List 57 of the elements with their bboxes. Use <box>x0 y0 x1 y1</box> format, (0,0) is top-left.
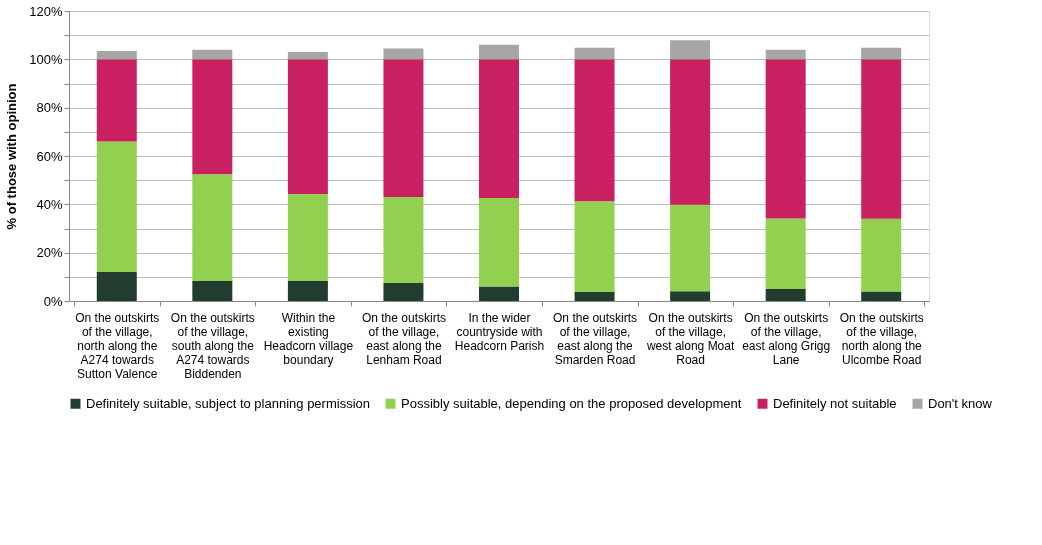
x-tick-label: On the outskirts of the village, east along Grigg Lane <box>742 310 831 367</box>
x-tick-label: On the outskirts of the village, north along the Ulcombe Road <box>839 310 924 367</box>
bar <box>765 49 806 60</box>
y-tick-label: 40% <box>36 196 63 212</box>
bar <box>861 59 902 219</box>
y-tick-label: 20% <box>36 245 63 261</box>
bar <box>383 59 424 198</box>
bar <box>574 292 615 301</box>
bar <box>574 47 615 60</box>
bar <box>861 291 902 301</box>
y-tick-label: 120% <box>29 3 63 19</box>
bar <box>670 291 711 301</box>
bar <box>287 52 328 60</box>
bar <box>479 286 519 301</box>
bar <box>287 280 328 301</box>
bar <box>287 193 328 281</box>
bar <box>96 59 137 142</box>
bar <box>479 198 519 287</box>
bar <box>479 44 519 60</box>
legend-label: Possibly suitable, depending on the proposed development <box>401 395 742 411</box>
x-tick-label: On the outskirts of the village, south along the A274 towards Biddenden <box>170 310 255 381</box>
x-tick-label: In the wider countryside with Headcorn Parish <box>454 310 545 353</box>
bar <box>192 49 233 60</box>
bar <box>670 204 711 292</box>
bar <box>383 197 424 283</box>
x-tick-label: On the outskirts of the village, north along the A274 towards Sutton Valence <box>75 310 160 381</box>
y-tick-label: 0% <box>43 293 63 309</box>
bar <box>765 218 806 289</box>
bar <box>383 282 424 301</box>
bar <box>574 59 615 202</box>
bar <box>192 59 233 175</box>
bar <box>479 59 519 199</box>
y-tick-label: 100% <box>29 51 63 67</box>
bar <box>96 50 137 60</box>
bar <box>287 59 328 194</box>
legend-label: Definitely not suitable <box>773 395 897 411</box>
bar <box>861 47 902 60</box>
legend-label: Definitely suitable, subject to planning permission <box>86 395 370 411</box>
bar <box>192 280 233 301</box>
x-tick-label: On the outskirts of the village, east along the Smarden Road <box>553 310 638 367</box>
bar <box>765 59 806 219</box>
bar <box>96 141 137 272</box>
x-tick-label: On the outskirts of the village, west along Moat Road <box>645 310 735 367</box>
x-tick-label: Within the existing Headcorn village boundary <box>263 310 354 367</box>
bar <box>765 288 806 301</box>
x-tick-label: On the outskirts of the village, east along the Lenham Road <box>361 310 446 367</box>
y-tick-label: 80% <box>36 100 63 116</box>
y-tick-label: 60% <box>36 148 63 164</box>
bar <box>670 40 711 60</box>
bar <box>861 218 902 292</box>
bar <box>96 272 137 301</box>
y-axis-title: % of those with opinion <box>4 83 20 230</box>
bar <box>670 59 711 205</box>
bar <box>574 201 615 293</box>
bar <box>192 174 233 281</box>
legend-label: Don't know <box>928 395 993 411</box>
bar <box>383 48 424 60</box>
